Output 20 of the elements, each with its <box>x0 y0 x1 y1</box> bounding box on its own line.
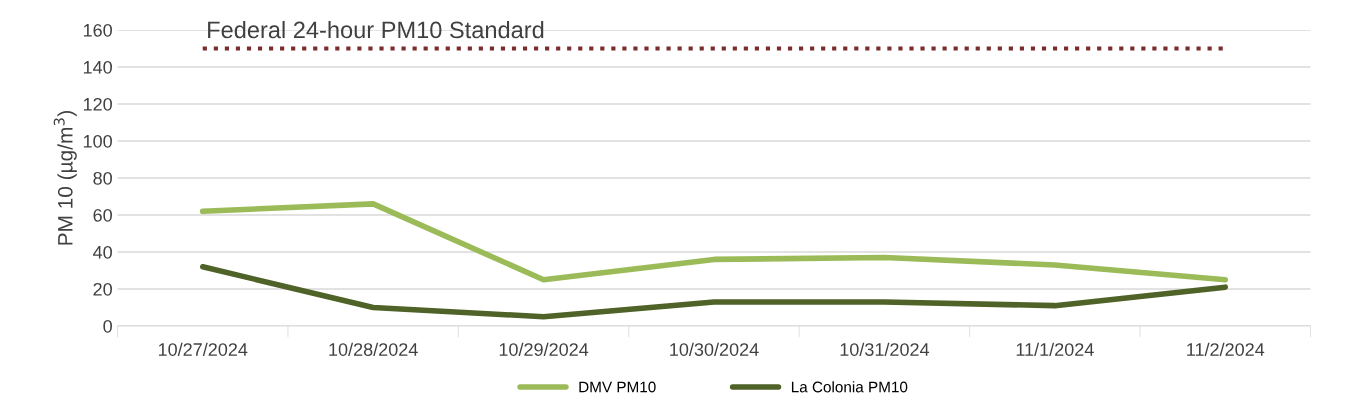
x-tick-label: 11/1/2024 <box>1016 342 1094 356</box>
legend-label: DMV PM10 <box>579 381 656 393</box>
y-axis-title: PM 10 (µg/m$^{3}$) <box>53 110 77 245</box>
x-tick-label: 10/29/2024 <box>499 342 589 356</box>
ref-line-label: Federal 24-hour PM10 Standard <box>208 20 544 39</box>
y-tick-label: 160 <box>83 23 112 37</box>
y-tick-label: 20 <box>93 282 112 296</box>
x-tick-label: 10/31/2024 <box>840 342 930 356</box>
x-tick-label: 10/30/2024 <box>670 342 759 356</box>
x-tick-label: 10/27/2024 <box>158 342 248 356</box>
y-tick-label: 60 <box>93 208 112 222</box>
y-tick-label: 80 <box>93 171 112 185</box>
x-tick-label: 10/28/2024 <box>329 342 418 356</box>
legend-label: La Colonia PM10 <box>791 381 908 393</box>
x-tick-label: 11/2/2024 <box>1187 342 1265 356</box>
y-tick-label: 140 <box>83 60 112 74</box>
y-tick-label: 120 <box>83 97 112 111</box>
y-tick-label: 100 <box>83 134 112 148</box>
y-tick-label: 0 <box>103 319 112 333</box>
y-tick-label: 40 <box>93 245 112 259</box>
